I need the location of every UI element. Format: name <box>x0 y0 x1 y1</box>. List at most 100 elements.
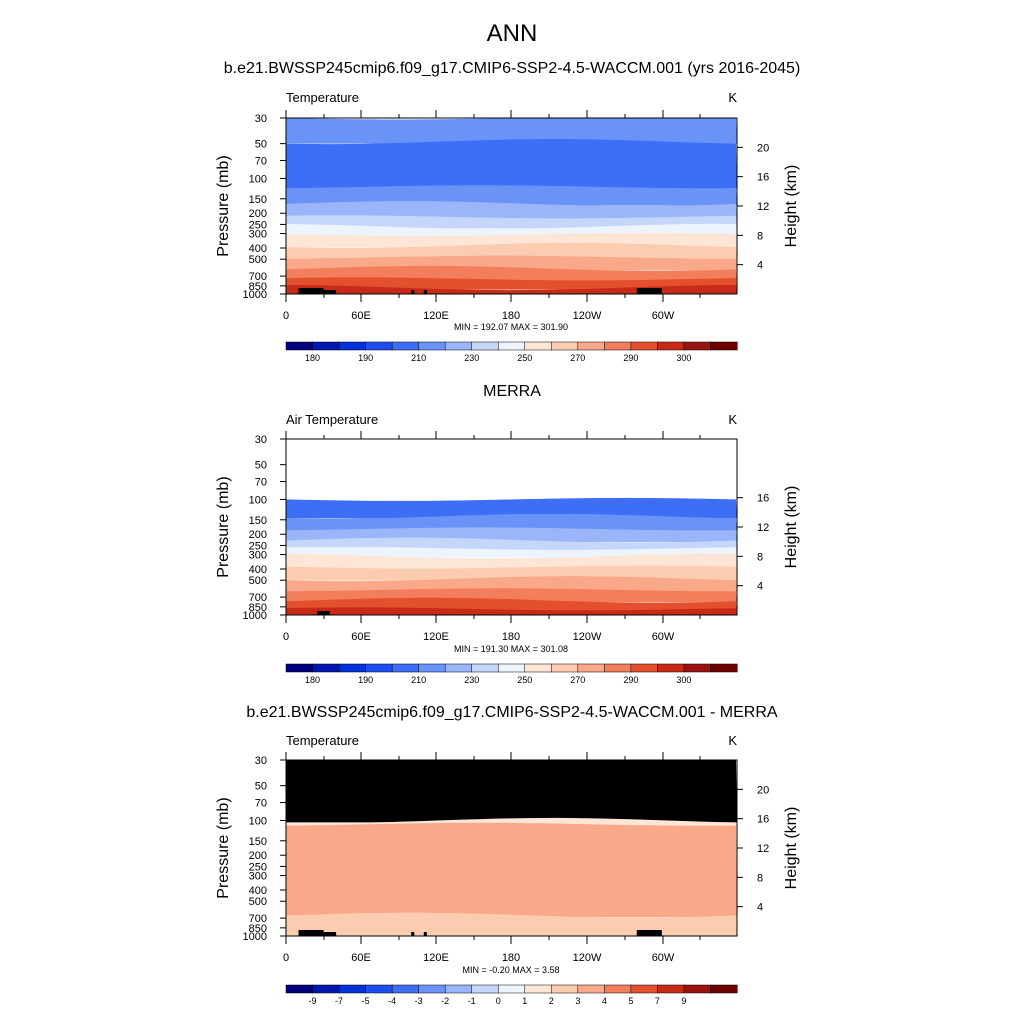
topography-mask <box>298 930 324 936</box>
panel-units-label: K <box>728 733 737 748</box>
colorbar-label: 9 <box>681 996 686 1006</box>
y-tick-label: 200 <box>249 208 267 220</box>
colorbar-label: 270 <box>570 675 585 685</box>
contour-band <box>286 139 737 189</box>
panel-title: b.e21.BWSSP245cmip6.f09_g17.CMIP6-SSP2-4… <box>224 60 801 77</box>
x-tick-label: 180 <box>502 952 520 964</box>
topography-mask <box>298 288 324 294</box>
y-tick-label: 200 <box>249 850 267 862</box>
topography-mask <box>423 932 427 936</box>
x-tick-label: 120E <box>423 310 449 322</box>
x-tick-label: 120E <box>423 952 449 964</box>
colorbar-swatch <box>710 984 738 994</box>
y2-tick-label: 20 <box>757 784 769 796</box>
y-tick-label: 1000 <box>243 931 267 943</box>
y2-tick-label: 8 <box>757 230 763 242</box>
x-tick-label: 60E <box>351 952 371 964</box>
panel-title: MERRA <box>483 383 541 400</box>
colorbar-swatch <box>444 663 473 673</box>
y-axis-label: Pressure (mb) <box>215 797 232 898</box>
x-tick-label: 60W <box>652 310 675 322</box>
contour-band <box>286 537 737 551</box>
colorbar-label: -2 <box>441 996 449 1006</box>
colorbar-swatch <box>683 341 712 351</box>
colorbar-swatch <box>418 984 446 994</box>
y-tick-label: 50 <box>255 139 267 151</box>
contour-band <box>286 277 737 290</box>
panel-left-label: Air Temperature <box>286 412 378 427</box>
colorbar-swatch <box>418 341 446 351</box>
y2-tick-label: 4 <box>757 902 763 914</box>
y-tick-label: 100 <box>249 815 267 827</box>
y-tick-label: 70 <box>255 798 267 810</box>
colorbar-swatch <box>683 663 712 673</box>
colorbar-swatch <box>551 663 579 673</box>
y2-tick-label: 12 <box>757 843 769 855</box>
colorbar-label: 3 <box>575 996 580 1006</box>
y2-tick-label: 16 <box>757 493 769 505</box>
colorbar-swatch <box>365 663 393 673</box>
colorbar-label: 300 <box>676 353 691 363</box>
colorbar-swatch <box>604 341 632 351</box>
y-tick-label: 500 <box>249 254 267 266</box>
colorbar-label: -7 <box>335 996 343 1006</box>
colorbar-label: -1 <box>468 996 476 1006</box>
y-tick-label: 700 <box>249 913 267 925</box>
colorbar-swatch <box>524 984 552 994</box>
colorbar-swatch <box>551 341 579 351</box>
x-tick-label: 180 <box>502 310 520 322</box>
colorbar-swatch <box>444 984 473 994</box>
y-tick-label: 100 <box>249 494 267 506</box>
colorbar-swatch <box>391 341 420 351</box>
contour-band <box>286 185 737 206</box>
colorbar-label: -4 <box>388 996 396 1006</box>
y-tick-label: 1000 <box>243 610 267 622</box>
colorbar-swatch <box>524 663 552 673</box>
colorbar-swatch <box>683 984 712 994</box>
colorbar-label: -5 <box>362 996 370 1006</box>
y-tick-label: 250 <box>249 219 267 231</box>
contour-band <box>286 576 737 592</box>
x-tick-label: 60W <box>652 631 675 643</box>
y2-tick-label: 8 <box>757 551 763 563</box>
colorbar-swatch <box>471 663 499 673</box>
contour-band <box>286 822 737 918</box>
y-tick-label: 30 <box>255 755 267 767</box>
colorbar-swatch <box>312 984 340 994</box>
y2-axis-label: Height (km) <box>783 486 800 569</box>
topography-mask <box>411 290 415 294</box>
colorbar-label: 230 <box>464 353 479 363</box>
y-tick-label: 400 <box>249 243 267 255</box>
stats-label: MIN = 192.07 MAX = 301.90 <box>454 322 568 332</box>
x-tick-label: 60E <box>351 310 371 322</box>
y-tick-label: 100 <box>249 173 267 185</box>
colorbar-swatch <box>285 663 314 673</box>
colorbar-label: 210 <box>411 675 426 685</box>
colorbar-swatch <box>604 984 632 994</box>
colorbar-swatch <box>497 663 526 673</box>
y-tick-label: 70 <box>255 477 267 489</box>
colorbar-swatch <box>338 984 367 994</box>
contour-band <box>286 497 737 519</box>
colorbar-swatch <box>657 341 685 351</box>
y2-tick-label: 16 <box>757 172 769 184</box>
colorbar-label: 190 <box>358 675 373 685</box>
colorbar-swatch <box>710 341 738 351</box>
x-tick-label: 120W <box>573 310 602 322</box>
colorbar-swatch <box>365 341 393 351</box>
contour-band <box>286 285 737 294</box>
panel-left-label: Temperature <box>286 733 359 748</box>
colorbar-swatch <box>285 341 314 351</box>
x-tick-label: 60W <box>652 952 675 964</box>
colorbar-swatch <box>391 984 420 994</box>
topography-mask <box>636 930 662 936</box>
colorbar-swatch <box>657 984 685 994</box>
topography-mask <box>317 611 330 615</box>
colorbar-swatch <box>497 341 526 351</box>
y-tick-label: 250 <box>249 861 267 873</box>
colorbar-label: 180 <box>305 675 320 685</box>
x-tick-label: 120W <box>573 631 602 643</box>
x-tick-label: 120W <box>573 952 602 964</box>
plot-area <box>286 118 737 294</box>
y-tick-label: 500 <box>249 896 267 908</box>
